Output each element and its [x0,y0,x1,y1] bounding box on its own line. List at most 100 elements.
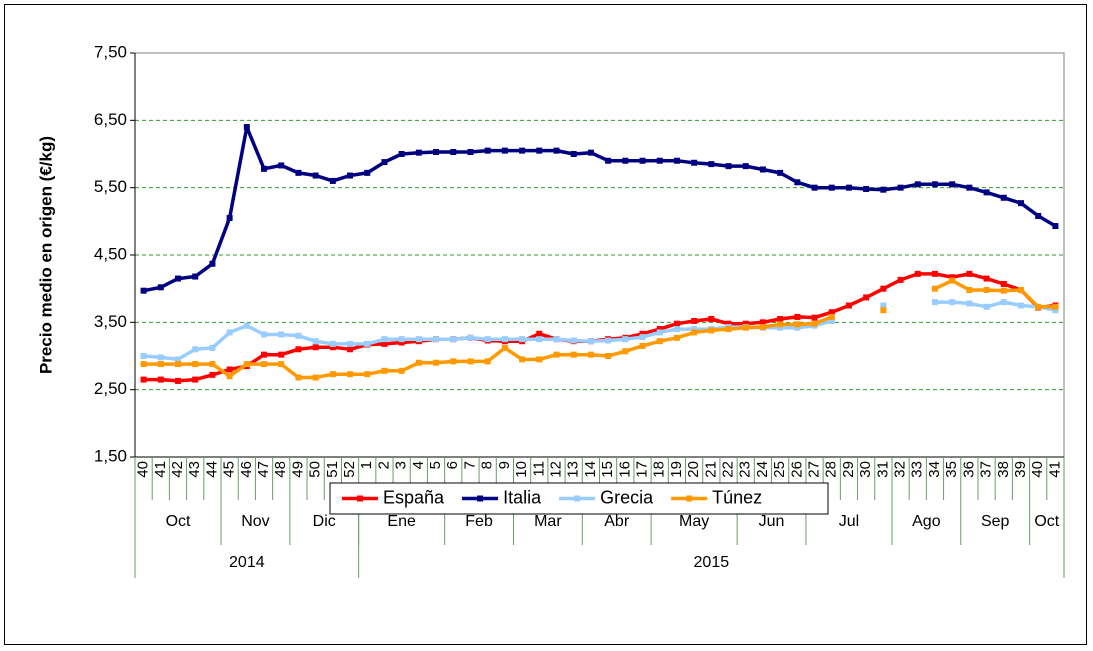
legend-marker [686,495,693,502]
point-marker [1035,303,1042,310]
x-tick-label: 11 [530,461,547,477]
point-marker [484,358,491,365]
month-label: Oct [166,513,191,530]
point-marker [811,314,818,321]
point-marker [364,340,371,347]
point-marker [914,181,921,188]
x-tick-label: 52 [341,461,358,478]
point-marker [312,338,319,345]
point-marker [347,340,354,347]
point-marker [897,276,904,283]
point-marker [329,340,336,347]
point-marker [381,159,388,166]
point-marker [192,376,199,383]
y-axis-label: Precio medio en origen (€/kg) [36,136,55,374]
point-marker [639,342,646,349]
point-marker [966,184,973,191]
point-marker [759,319,766,326]
point-marker [450,336,457,343]
point-marker [450,148,457,155]
point-marker [880,307,887,314]
year-label: 2015 [694,554,730,571]
point-marker [398,339,405,346]
x-tick-label: 40 [135,461,152,478]
point-marker [1035,212,1042,219]
point-marker [312,344,319,351]
x-tick-label: 22 [719,461,736,478]
y-tick-label: 6,50 [94,110,127,129]
point-marker [742,320,749,327]
point-marker [587,351,594,358]
x-tick-label: 43 [186,461,203,478]
legend-marker [477,495,484,502]
point-marker [364,169,371,176]
point-marker [553,336,560,343]
point-marker [673,334,680,341]
point-marker [261,351,268,358]
point-marker [983,287,990,294]
point-marker [295,169,302,176]
x-tick-label: 10 [513,461,530,478]
point-marker [415,149,422,156]
point-marker [708,327,715,334]
legend-marker [357,495,363,502]
point-marker [484,336,491,343]
x-tick-label: 5 [427,461,444,469]
point-marker [347,172,354,179]
point-marker [759,166,766,173]
point-marker [949,181,956,188]
point-marker [536,336,543,343]
point-marker [1000,287,1007,294]
point-marker [536,356,543,363]
point-marker [381,340,388,347]
point-marker [261,165,268,172]
x-tick-label: 19 [668,461,685,478]
point-marker [1000,299,1007,306]
month-label: May [679,513,709,530]
point-marker [1052,307,1059,314]
point-marker [467,148,474,155]
point-marker [175,356,182,363]
point-marker [966,287,973,294]
point-marker [175,377,182,384]
point-marker [553,351,560,358]
x-tick-label: 41 [152,461,169,478]
point-marker [880,302,887,309]
point-marker [467,358,474,365]
point-marker [656,338,663,345]
x-tick-label: 20 [685,461,702,478]
point-marker [312,374,319,381]
point-marker [794,179,801,186]
point-marker [261,331,268,338]
year-label: 2014 [229,554,265,571]
point-marker [845,184,852,191]
x-tick-label: 38 [995,461,1012,478]
chart-border [4,4,1087,645]
point-marker [863,294,870,301]
point-marker [295,332,302,339]
month-label: Dic [313,513,336,530]
point-marker [828,313,835,320]
x-tick-label: 29 [840,461,857,478]
x-tick-label: 27 [806,461,823,478]
point-marker [243,322,250,329]
point-marker [329,371,336,378]
x-tick-label: 8 [479,461,496,469]
point-marker [811,184,818,191]
point-marker [450,358,457,365]
point-marker [983,275,990,282]
point-marker [278,361,285,368]
month-label: Nov [241,513,269,530]
point-marker [794,313,801,320]
point-marker [347,346,354,353]
point-marker [243,361,250,368]
x-tick-label: 17 [633,461,650,478]
point-marker [605,157,612,164]
point-marker [433,336,440,343]
point-marker [656,157,663,164]
x-tick-label: 39 [1012,461,1029,478]
point-marker [570,337,577,344]
x-tick-label: 33 [909,461,926,478]
point-marker [914,270,921,277]
point-marker [983,303,990,310]
